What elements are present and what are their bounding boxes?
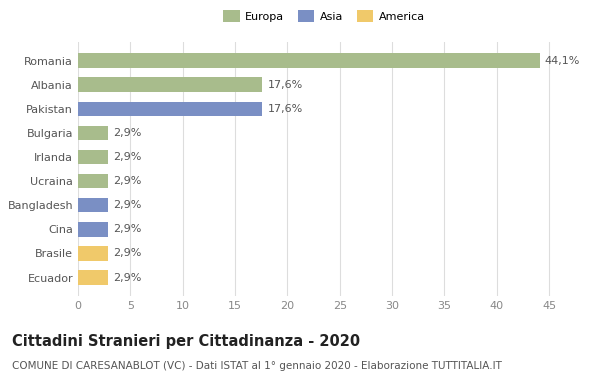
Text: 2,9%: 2,9% [113,176,142,186]
Bar [78,78,262,92]
Text: 2,9%: 2,9% [113,249,142,258]
Text: 17,6%: 17,6% [268,104,303,114]
Text: Cittadini Stranieri per Cittadinanza - 2020: Cittadini Stranieri per Cittadinanza - 2… [12,334,360,349]
Bar [78,53,539,68]
Bar [78,126,109,140]
Bar [78,198,109,212]
Bar [78,174,109,188]
Bar [78,246,109,261]
Legend: Europa, Asia, America: Europa, Asia, America [218,6,430,26]
Bar [78,222,109,237]
Text: 2,9%: 2,9% [113,128,142,138]
Bar [78,270,109,285]
Text: 44,1%: 44,1% [545,55,580,66]
Bar [78,101,262,116]
Text: 2,9%: 2,9% [113,224,142,234]
Text: 2,9%: 2,9% [113,152,142,162]
Text: 2,9%: 2,9% [113,200,142,210]
Bar [78,150,109,164]
Text: 2,9%: 2,9% [113,272,142,283]
Text: COMUNE DI CARESANABLOT (VC) - Dati ISTAT al 1° gennaio 2020 - Elaborazione TUTTI: COMUNE DI CARESANABLOT (VC) - Dati ISTAT… [12,361,502,371]
Text: 17,6%: 17,6% [268,80,303,90]
